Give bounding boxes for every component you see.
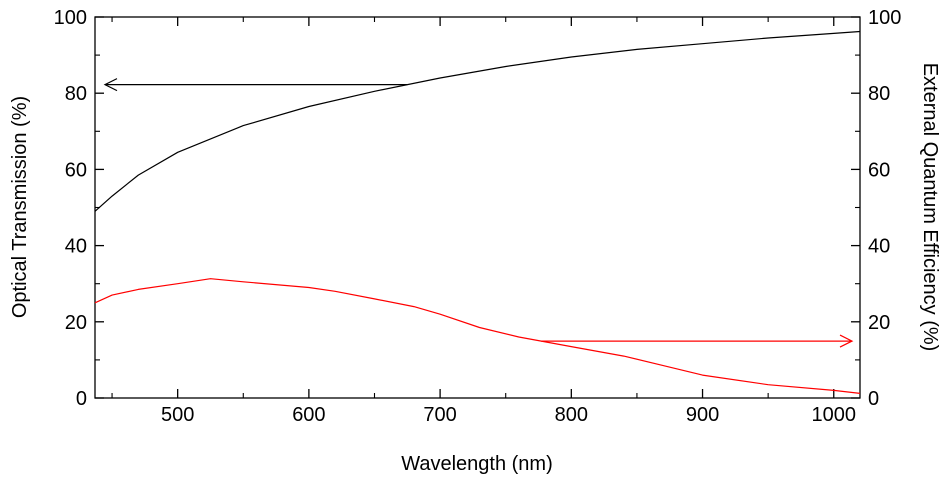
x-axis-title: Wavelength (nm) xyxy=(401,453,553,475)
x-tick-label: 900 xyxy=(686,404,719,426)
eqe-line xyxy=(94,278,861,394)
arrow-to-left-axis-head xyxy=(103,78,118,92)
y-tick-label-left: 40 xyxy=(65,236,87,258)
y-tick-label-right: 60 xyxy=(868,159,890,181)
y-tick-label-right: 80 xyxy=(868,83,890,105)
y-tick-label-left: 0 xyxy=(76,388,87,410)
x-tick-label: 1000 xyxy=(812,404,857,426)
x-tick-label: 800 xyxy=(555,404,588,426)
annotations xyxy=(103,78,854,348)
x-tick-label: 600 xyxy=(292,404,325,426)
arrow-to-right-axis-head xyxy=(839,334,854,348)
y-tick-label-left: 60 xyxy=(65,159,87,181)
y-tick-label-right: 40 xyxy=(868,236,890,258)
ticks: 500 600 700 800 900 1000 0 0 20 20 40 40 60 60 80 80 100… xyxy=(54,7,902,426)
series xyxy=(94,30,861,394)
y-axis-right-title: External Quantum Efficiency (%) xyxy=(919,63,941,352)
y-tick-label-right: 0 xyxy=(868,388,879,410)
y-tick-label-left: 80 xyxy=(65,83,87,105)
y-tick-label-right: 100 xyxy=(868,7,901,29)
transmission-line xyxy=(94,30,861,212)
x-tick-label: 500 xyxy=(161,404,194,426)
y-tick-label-left: 20 xyxy=(65,312,87,334)
y-tick-label-left: 100 xyxy=(54,7,87,29)
y-tick-label-right: 20 xyxy=(868,312,890,334)
y-axis-left-title: Optical Transmission (%) xyxy=(9,96,31,318)
x-tick-label: 700 xyxy=(423,404,456,426)
